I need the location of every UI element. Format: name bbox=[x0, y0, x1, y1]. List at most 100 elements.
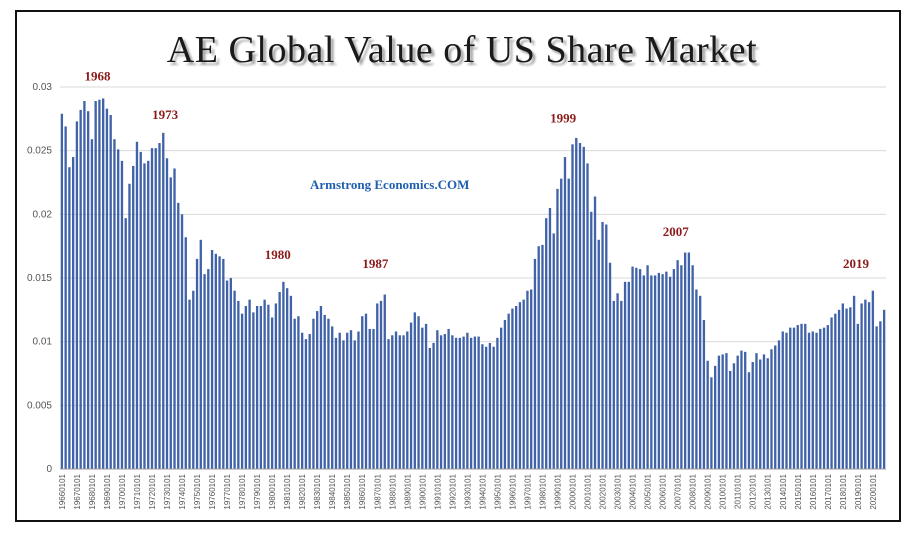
x-tick-label: 19730101 bbox=[163, 473, 172, 509]
x-tick-label: 20110101 bbox=[734, 473, 743, 509]
year-annotations: 1968 1973 1980 1987 1999 2007 2019 bbox=[85, 69, 870, 271]
bar bbox=[507, 313, 510, 469]
bar bbox=[481, 344, 484, 469]
bar bbox=[68, 167, 71, 469]
bar bbox=[432, 342, 435, 469]
bar bbox=[199, 239, 202, 469]
bar bbox=[158, 143, 161, 469]
bar bbox=[875, 326, 878, 469]
bar bbox=[237, 300, 240, 469]
bar bbox=[188, 299, 191, 469]
x-tick-label: 20040101 bbox=[629, 473, 638, 509]
x-tick-label: 19890101 bbox=[403, 473, 412, 509]
bar bbox=[308, 334, 311, 469]
bar bbox=[578, 143, 582, 469]
bar bbox=[792, 327, 796, 469]
bar bbox=[575, 137, 578, 469]
y-tick-label: 0 bbox=[46, 464, 52, 475]
bar bbox=[526, 290, 529, 469]
bar bbox=[413, 312, 416, 469]
bar bbox=[342, 340, 345, 469]
bar bbox=[75, 121, 79, 469]
chart-title: AE Global Value of US Share Market bbox=[166, 29, 758, 71]
bar bbox=[192, 290, 195, 469]
x-tick-label: 19690101 bbox=[103, 473, 112, 509]
bar bbox=[376, 303, 379, 469]
bar bbox=[582, 146, 585, 469]
x-tick-label: 20060101 bbox=[659, 473, 668, 509]
x-tick-label: 19790101 bbox=[253, 473, 262, 509]
bar bbox=[612, 300, 615, 469]
bar bbox=[282, 281, 285, 469]
bar bbox=[683, 252, 687, 469]
bar bbox=[87, 111, 90, 469]
bar bbox=[653, 275, 657, 469]
bar bbox=[837, 309, 841, 469]
annotation-1999: 1999 bbox=[550, 111, 577, 126]
x-tick-label: 19870101 bbox=[373, 473, 382, 509]
bar bbox=[391, 335, 394, 469]
x-tick-label: 19850101 bbox=[343, 473, 352, 509]
bar bbox=[71, 157, 75, 469]
bar bbox=[439, 335, 443, 469]
x-tick-label: 19900101 bbox=[418, 473, 427, 509]
bar bbox=[263, 299, 266, 469]
bar bbox=[605, 224, 608, 469]
bar bbox=[274, 303, 278, 469]
x-tick-label: 19910101 bbox=[433, 473, 442, 509]
bar bbox=[451, 335, 454, 469]
bar bbox=[285, 288, 289, 469]
x-tick-label: 20160101 bbox=[809, 473, 818, 509]
bar bbox=[552, 233, 555, 469]
y-tick-label: 0.03 bbox=[33, 82, 53, 93]
bar bbox=[755, 353, 758, 469]
bar bbox=[638, 269, 642, 469]
bar bbox=[90, 139, 94, 469]
bar bbox=[225, 280, 229, 469]
bar bbox=[563, 157, 567, 469]
bar bbox=[860, 303, 863, 469]
bar bbox=[214, 253, 217, 469]
bar bbox=[695, 289, 698, 469]
x-tick-label: 19780101 bbox=[238, 473, 247, 509]
bar bbox=[537, 246, 540, 469]
bar bbox=[826, 325, 829, 469]
bar bbox=[590, 211, 593, 470]
bar bbox=[421, 327, 424, 469]
bar bbox=[533, 258, 537, 469]
bar bbox=[64, 126, 67, 469]
bar bbox=[346, 332, 349, 469]
bar bbox=[492, 346, 495, 469]
bar bbox=[372, 328, 375, 469]
x-tick-label: 19860101 bbox=[358, 473, 367, 509]
bar bbox=[203, 274, 206, 469]
bar bbox=[627, 281, 630, 469]
bar bbox=[102, 98, 105, 470]
bar bbox=[841, 303, 844, 469]
bar bbox=[270, 317, 274, 469]
bar bbox=[744, 351, 747, 469]
bar bbox=[567, 178, 570, 469]
bars bbox=[60, 98, 886, 470]
bar bbox=[252, 312, 255, 469]
bar bbox=[845, 308, 848, 469]
bar bbox=[503, 320, 507, 469]
bar bbox=[278, 292, 281, 469]
bar bbox=[165, 158, 169, 469]
x-tick-label: 19660101 bbox=[58, 473, 67, 509]
bar bbox=[132, 165, 135, 469]
bar bbox=[616, 293, 619, 469]
bar bbox=[139, 151, 142, 469]
x-tick-label: 20070101 bbox=[674, 473, 683, 509]
bar bbox=[488, 342, 492, 469]
x-tick-label: 20180101 bbox=[839, 473, 848, 509]
x-tick-label: 20130101 bbox=[764, 473, 773, 509]
bar bbox=[631, 266, 634, 469]
bar bbox=[725, 353, 728, 469]
y-tick-label: 0.025 bbox=[27, 146, 52, 157]
x-tick-label: 20030101 bbox=[614, 473, 623, 509]
bar bbox=[312, 318, 315, 469]
annotation-1980: 1980 bbox=[265, 247, 291, 262]
bar bbox=[721, 354, 724, 469]
bar bbox=[822, 327, 826, 469]
